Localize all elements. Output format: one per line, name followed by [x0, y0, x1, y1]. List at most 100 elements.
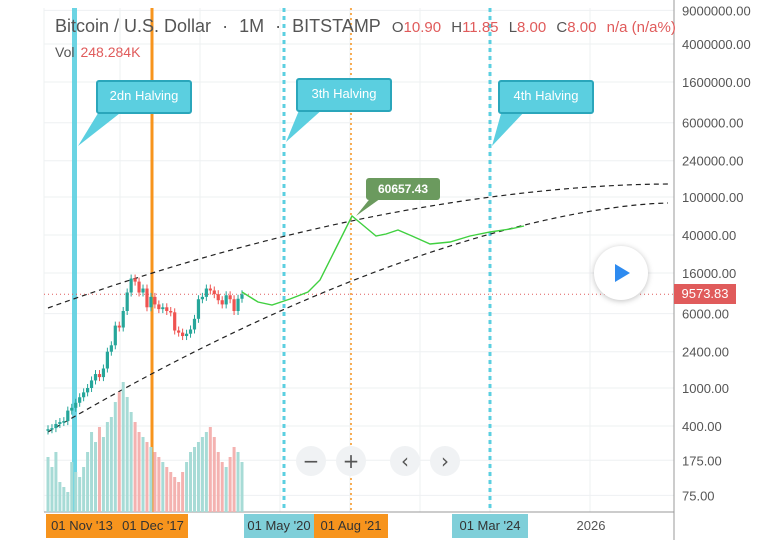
- candle-body: [224, 295, 228, 305]
- volume-bar: [50, 467, 54, 512]
- candle-body: [50, 428, 54, 430]
- x-date-tag: 01 Mar '24: [452, 514, 528, 538]
- y-tick-label: 600000.00: [682, 116, 743, 131]
- volume-bar: [212, 437, 216, 512]
- volume-legend: Vol 248.284K: [55, 44, 140, 60]
- zoom-out-button[interactable]: −: [296, 446, 326, 476]
- candle-body: [141, 288, 145, 293]
- interval-label[interactable]: 1M: [239, 16, 265, 36]
- regression-upper-line: [47, 183, 669, 309]
- volume-bar: [74, 472, 78, 512]
- volume-bar: [97, 427, 101, 512]
- volume-bar: [141, 437, 145, 512]
- halving-line: [72, 8, 77, 512]
- candle-body: [240, 294, 244, 299]
- candle-body: [137, 281, 141, 293]
- candle-body: [85, 387, 90, 393]
- volume-bar: [145, 442, 149, 512]
- candle-body: [89, 380, 94, 388]
- y-tick-label: 175.00: [682, 453, 722, 468]
- volume-bar: [228, 457, 232, 512]
- volume-bar: [66, 492, 70, 512]
- candle-body: [177, 330, 181, 333]
- y-tick-label: 400.00: [682, 419, 722, 434]
- candle-body: [58, 422, 62, 424]
- y-tick-label: 9000000.00: [682, 3, 751, 18]
- candle-body: [204, 288, 208, 297]
- candle-body: [153, 296, 157, 305]
- change-value: n/a (n/a%): [606, 19, 676, 36]
- volume-bar: [54, 452, 58, 512]
- volume-bar: [169, 472, 173, 512]
- halving-callout-4th[interactable]: 4th Halving: [498, 80, 594, 114]
- candle-body: [62, 421, 66, 423]
- regression-lower-line: [47, 202, 669, 433]
- volume-bar: [86, 452, 90, 512]
- peak-value-label[interactable]: 60657.43: [366, 178, 440, 200]
- volume-bar: [165, 467, 169, 512]
- y-tick-label: 100000.00: [682, 190, 743, 205]
- candle-body: [192, 318, 197, 330]
- candle-body: [157, 304, 161, 310]
- volume-bar: [189, 452, 193, 512]
- volume-bar: [101, 437, 105, 512]
- candle-body: [125, 292, 129, 312]
- candle-body: [105, 351, 109, 369]
- scroll-right-button[interactable]: ›: [430, 446, 460, 476]
- candle-body: [101, 368, 106, 378]
- volume-bar: [62, 487, 66, 512]
- symbol-header: Bitcoin / U.S. Dollar · 1M · BITSTAMP O1…: [55, 16, 676, 37]
- candle-body: [109, 345, 113, 352]
- candle-body: [196, 299, 201, 319]
- exchange-label: BITSTAMP: [292, 16, 381, 36]
- halving-callout-3rd[interactable]: 3th Halving: [296, 78, 392, 112]
- halving-callout-2nd[interactable]: 2dn Halving: [96, 80, 192, 114]
- candle-body: [113, 325, 117, 346]
- volume-bar: [161, 462, 165, 512]
- volume-bar: [204, 432, 208, 512]
- volume-bar: [157, 457, 161, 512]
- candle-body: [228, 295, 232, 300]
- candle-body: [145, 288, 149, 308]
- volume-bar: [224, 467, 228, 512]
- candle-body: [232, 299, 236, 312]
- y-tick-label: 6000.00: [682, 307, 729, 322]
- candle-body: [169, 311, 173, 313]
- callout-pointer: [78, 110, 124, 146]
- x-date-tag: 01 Nov '13: [46, 514, 118, 538]
- candle-body: [121, 311, 125, 328]
- y-tick-label: 75.00: [682, 488, 715, 503]
- candle-body: [74, 402, 78, 408]
- volume-bar: [82, 467, 86, 512]
- y-tick-label: 1000.00: [682, 381, 729, 396]
- x-date-tag: 01 Aug '21: [314, 514, 388, 538]
- symbol-name: Bitcoin / U.S. Dollar: [55, 16, 212, 36]
- peak-pointer: [356, 196, 384, 216]
- candle-body: [129, 278, 133, 293]
- volume-value: 248.284K: [80, 44, 141, 60]
- header-separator: ·: [222, 16, 229, 36]
- candle-body: [161, 307, 165, 310]
- zoom-in-button[interactable]: +: [336, 446, 366, 476]
- play-button[interactable]: [594, 246, 648, 300]
- candle-body: [66, 410, 70, 422]
- volume-bar: [117, 392, 121, 512]
- candle-body: [216, 294, 220, 301]
- volume-bar: [94, 442, 98, 512]
- volume-bar: [90, 432, 94, 512]
- x-date-tag: 01 Dec '17: [118, 514, 188, 538]
- scroll-left-button[interactable]: ‹: [390, 446, 420, 476]
- x-date-tag: 01 May '20: [244, 514, 314, 538]
- volume-bar: [113, 402, 117, 512]
- candle-body: [117, 325, 121, 328]
- x-year-label: 2026: [576, 518, 606, 533]
- volume-bar: [181, 472, 185, 512]
- candle-body: [188, 329, 193, 334]
- candle-body: [97, 374, 102, 378]
- y-tick-label: 40000.00: [682, 228, 736, 243]
- volume-bar: [125, 397, 129, 512]
- volume-bar: [78, 477, 82, 512]
- candle-body: [181, 332, 185, 337]
- candle-body: [78, 397, 82, 403]
- volume-bar: [200, 437, 204, 512]
